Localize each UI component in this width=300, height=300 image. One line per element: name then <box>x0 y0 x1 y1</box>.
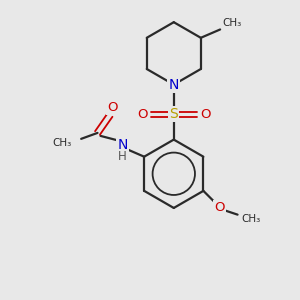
Text: O: O <box>200 108 211 121</box>
Text: CH₃: CH₃ <box>52 138 71 148</box>
Text: O: O <box>107 101 118 114</box>
Text: O: O <box>214 201 225 214</box>
Text: H: H <box>118 150 127 163</box>
Text: N: N <box>169 78 179 92</box>
Text: N: N <box>118 138 128 152</box>
Text: CH₃: CH₃ <box>223 18 242 28</box>
Text: S: S <box>169 107 178 121</box>
Text: CH₃: CH₃ <box>242 214 261 224</box>
Text: O: O <box>137 108 148 121</box>
